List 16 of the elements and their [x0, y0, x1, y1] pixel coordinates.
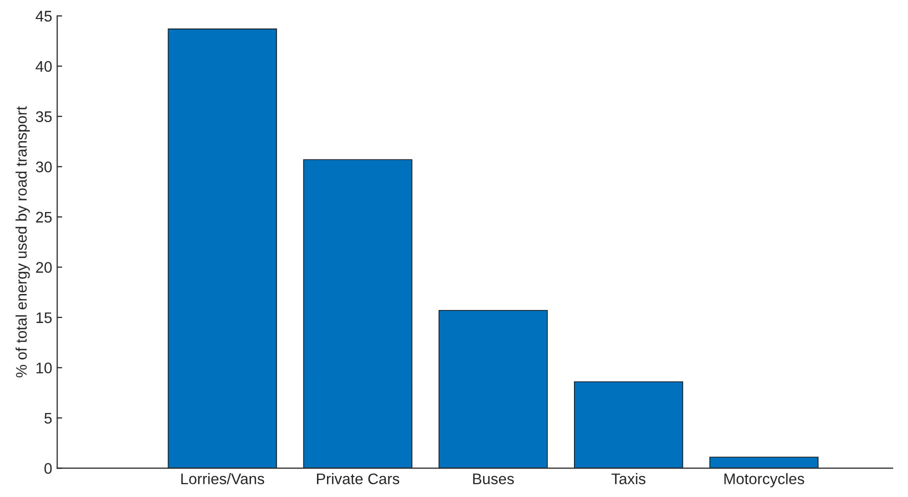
y-tick-label: 45: [36, 10, 52, 22]
y-tick-label: 25: [36, 212, 52, 223]
y-tick-label: 30: [36, 162, 52, 172]
y-tick-label: 40: [36, 61, 52, 72]
x-tick-label: Motorcycles: [724, 473, 804, 488]
y-axis-title: % of total energy used by road transport: [16, 106, 30, 378]
y-tick-label: 5: [44, 412, 52, 424]
x-tick-label: Private Cars: [317, 473, 400, 484]
y-tick-label: 35: [36, 111, 52, 122]
x-tick-label: Buses: [473, 474, 514, 484]
y-tick-label: 0: [44, 463, 52, 474]
x-tick-label: Taxis: [611, 473, 646, 484]
y-tick-label: 20: [36, 262, 52, 273]
y-tick-label: 15: [36, 312, 52, 324]
y-tick-label: 10: [36, 362, 52, 374]
x-tick-label: Lorries/Vans: [181, 473, 264, 484]
